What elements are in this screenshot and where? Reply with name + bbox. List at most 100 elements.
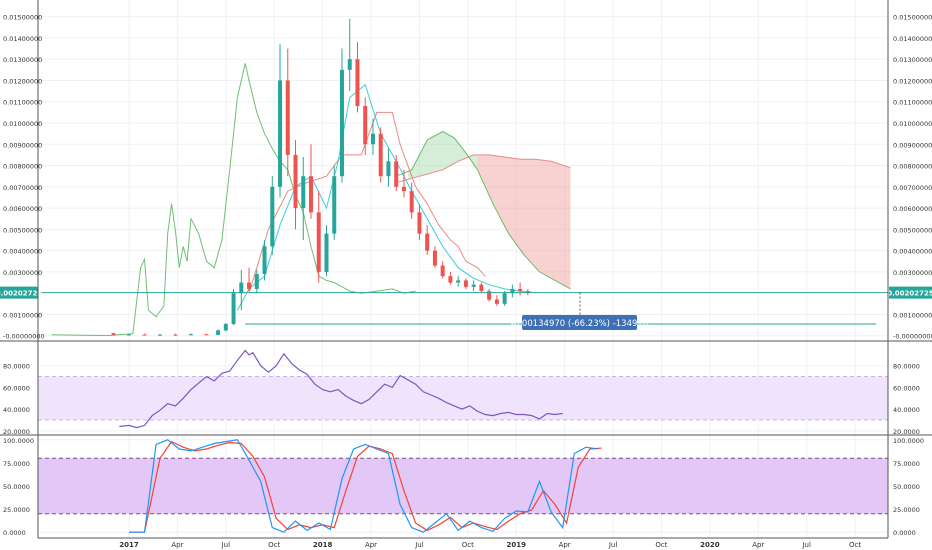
measure-label-box [522,315,637,330]
candle-body [204,334,209,336]
price-tick-label-right: 0.01000000 [893,120,932,128]
candle-body [157,334,162,336]
x-tick-label: 2018 [313,541,333,549]
price-tick-label-right: 0.01400000 [893,35,932,43]
candle-body [409,191,414,213]
candle-body [518,288,523,292]
candle-body [417,212,422,234]
price-tick-label-left: 0.01500000 [3,14,42,22]
x-tick-label: Apr [365,541,377,549]
candle-body [216,330,221,335]
price-tick-label-right: 0.00300000 [893,269,932,277]
price-tick-label-left: 0.01400000 [3,35,42,43]
last-price-label-right: 0.00202725 [887,290,932,298]
candle-body [347,59,352,70]
candle-body [386,161,391,177]
rsi-tick-label-left: 60.0000 [3,384,30,392]
candle-body [293,154,298,209]
price-tick-label-right: 0.00600000 [893,205,932,213]
price-tick-label-left: 0.00900000 [3,141,42,149]
candle-body [316,212,321,272]
x-tick-label: 2019 [507,541,527,549]
rsi-tick-label-left: 20.0000 [3,428,30,436]
candle-body [301,176,306,209]
candle-body [278,80,283,187]
x-tick-label: Jul [414,541,424,549]
x-tick-label: Apr [171,541,183,549]
candle-body [309,176,314,213]
x-tick-label: Oct [268,541,280,549]
price-tick-label-right: 0.00400000 [893,248,932,256]
measure-label-text: -0.00134970 (-66.23%) -134970 [511,319,648,329]
ichimoku-cloud [396,130,571,290]
indicator-bands [38,376,888,515]
candle-body [231,293,236,325]
stoch-tick-label-left: 50.0000 [3,483,30,491]
price-tick-label-left: 0.00600000 [3,205,42,213]
price-tick-label-left: 0.01100000 [3,99,42,107]
x-tick-label: Jul [608,541,618,549]
rsi-band [38,376,888,420]
candle-body [247,282,252,289]
stoch-tick-label-right: 100.0000 [893,437,924,445]
x-tick-label: Oct [462,541,474,549]
candle-body [332,176,337,234]
candle-body [440,265,445,277]
candle-body [363,105,368,145]
gridlines [38,0,888,538]
x-tick-label: Jul [801,541,811,549]
candle-body [448,276,453,283]
cloud-bullish [407,131,478,180]
candle-body [432,250,437,266]
candle-body [463,280,468,287]
rsi-tick-label-right: 80.0000 [893,363,920,371]
last-price-tag-left [0,286,38,299]
candle-body [494,299,499,304]
candle-body [254,274,259,289]
price-tick-label-right: 0.01500000 [893,14,932,22]
candle-body [262,246,267,275]
candle-body [471,284,476,287]
candle-body [223,324,228,331]
candle-body [239,282,244,294]
price-tick-label-right: 0.00100000 [893,311,932,319]
candle-body [188,334,193,336]
candlestick-series [111,18,530,336]
senkou-span-a [396,130,571,290]
candle-body [127,334,132,336]
candle-body [487,291,492,300]
price-tick-label-right: 0.00700000 [893,184,932,192]
stoch-tick-label-right: 25.0000 [893,506,920,514]
last-price-label-left: 0.00202725 [0,290,42,298]
price-tick-label-left: 0.01300000 [3,56,42,64]
candle-body [479,284,484,292]
rsi-tick-label-right: 20.0000 [893,428,920,436]
x-tick-label: 2017 [119,541,139,549]
stoch-tick-label-left: 75.0000 [3,460,30,468]
candle-body [285,80,290,155]
price-tick-label-left: 0.01200000 [3,77,42,85]
x-tick-label: Apr [559,541,571,549]
candle-body [510,288,515,294]
price-tick-label-left: 0.00800000 [3,163,42,171]
price-tick-label-left: 0.00700000 [3,184,42,192]
price-tick-label-left: 0.00100000 [3,311,42,319]
candle-body [456,280,461,283]
rsi-line [119,349,563,429]
x-tick-label: Oct [849,541,861,549]
rsi-tick-label-right: 40.0000 [893,406,920,414]
candle-body [378,133,383,177]
price-tick-label-left: 0.01000000 [3,120,42,128]
candle-body [525,291,530,293]
candle-body [324,233,329,272]
x-tick-label: Oct [655,541,667,549]
price-tick-label-right: 0.01200000 [893,77,932,85]
last-price-tag-right [889,286,932,299]
axis-labels: -0.00000000 -0.00000000 0.00100000 0.001000… [3,14,932,549]
candle-body [270,186,275,247]
price-tick-label-left: 0.00500000 [3,226,42,234]
stoch-k-line [129,439,598,533]
price-overlays: -0.00134970 (-66.23%) -134970 0.00202725 0… [0,286,932,330]
stoch-tick-label-right: 0.0000 [893,529,916,537]
